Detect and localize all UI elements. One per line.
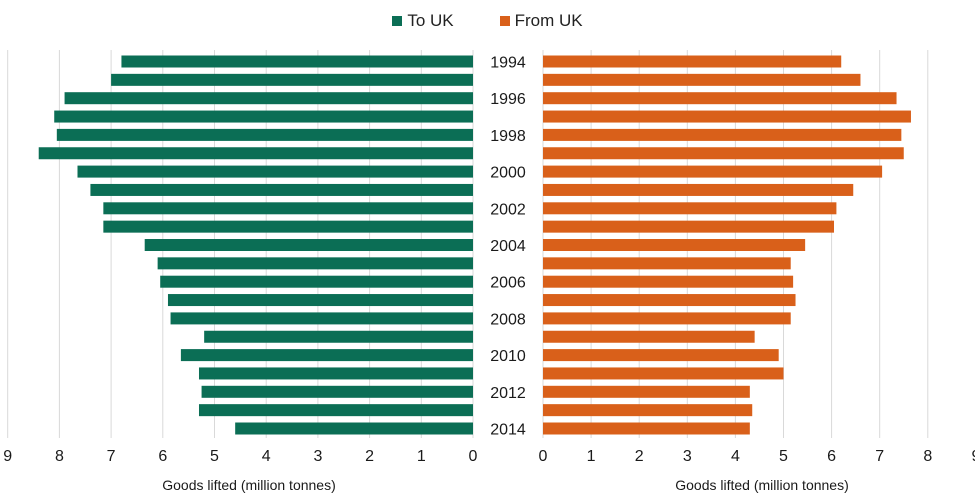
right-x-tick-label: 9 xyxy=(971,448,975,465)
left-x-axis-title: Goods lifted (million tonnes) xyxy=(162,477,336,493)
to-uk-bar xyxy=(157,257,473,270)
year-tick-label: 1996 xyxy=(490,91,526,108)
to-uk-bar xyxy=(170,312,473,325)
to-uk-bar xyxy=(38,147,473,160)
to-uk-bar xyxy=(198,404,474,417)
to-uk-bar xyxy=(121,55,473,68)
year-tick-label: 1994 xyxy=(490,55,526,72)
to-uk-bar xyxy=(64,92,473,105)
left-x-tick-label: 5 xyxy=(210,448,219,465)
to-uk-bar xyxy=(103,220,473,233)
to-uk-bar xyxy=(90,183,474,196)
right-x-tick-label: 8 xyxy=(923,448,932,465)
from-uk-bar xyxy=(543,110,911,123)
year-tick-label: 2002 xyxy=(490,201,526,218)
right-x-tick-label: 4 xyxy=(731,448,740,465)
to-uk-bar xyxy=(235,422,473,435)
from-uk-bar xyxy=(543,165,883,178)
from-uk-bar xyxy=(543,220,835,233)
right-x-tick-label: 1 xyxy=(587,448,596,465)
to-uk-bar xyxy=(77,165,474,178)
to-uk-bar xyxy=(198,367,474,380)
to-uk-bar xyxy=(180,349,473,362)
legend-swatch-from-uk xyxy=(499,16,510,26)
right-x-tick-label: 5 xyxy=(779,448,788,465)
left-x-tick-label: 8 xyxy=(55,448,64,465)
year-tick-label: 2008 xyxy=(490,311,526,328)
left-x-tick-label: 7 xyxy=(107,448,116,465)
from-uk-bar xyxy=(543,147,904,160)
year-tick-label: 2010 xyxy=(490,348,526,365)
to-uk-bar xyxy=(201,385,473,398)
legend-item-from-uk: From UK xyxy=(499,10,583,32)
from-uk-bar xyxy=(543,294,796,307)
from-uk-bar xyxy=(543,367,784,380)
to-uk-bar xyxy=(167,294,473,307)
from-uk-bar xyxy=(543,275,794,288)
to-uk-bar xyxy=(204,330,473,343)
to-uk-bar xyxy=(103,202,473,215)
from-uk-bar xyxy=(543,349,779,362)
from-uk-bar xyxy=(543,239,806,251)
from-uk-bar xyxy=(543,202,837,215)
year-tick-label: 2000 xyxy=(490,165,526,182)
left-x-tick-label: 4 xyxy=(262,448,271,465)
year-tick-label: 2012 xyxy=(490,385,526,402)
left-x-tick-label: 0 xyxy=(469,448,478,465)
year-tick-label: 2014 xyxy=(490,422,526,439)
right-x-axis-title: Goods lifted (million tonnes) xyxy=(675,477,849,493)
legend-label-from-uk: From UK xyxy=(514,11,583,30)
left-x-tick-label: 9 xyxy=(3,448,12,465)
from-uk-bar xyxy=(543,330,755,343)
right-x-tick-label: 7 xyxy=(875,448,884,465)
from-uk-bar xyxy=(543,404,753,417)
from-uk-bar xyxy=(543,128,902,141)
left-x-tick-label: 3 xyxy=(313,448,322,465)
right-x-tick-label: 2 xyxy=(635,448,644,465)
year-tick-label: 1998 xyxy=(490,128,526,145)
legend-item-to-uk: To UK xyxy=(392,10,454,32)
left-x-tick-label: 2 xyxy=(365,448,374,465)
from-uk-bar xyxy=(543,312,791,325)
left-x-tick-label: 6 xyxy=(158,448,167,465)
legend-swatch-to-uk xyxy=(392,16,403,26)
right-x-tick-label: 6 xyxy=(827,448,836,465)
from-uk-bar xyxy=(543,422,750,435)
to-uk-bar xyxy=(144,239,473,251)
to-uk-bar xyxy=(56,128,473,141)
from-uk-bar xyxy=(543,73,861,86)
year-tick-label: 2004 xyxy=(490,238,526,255)
from-uk-bar xyxy=(543,92,897,105)
to-uk-bar xyxy=(54,110,473,123)
to-uk-bar xyxy=(160,275,473,288)
left-x-tick-label: 1 xyxy=(417,448,426,465)
right-x-tick-label: 3 xyxy=(683,448,692,465)
from-uk-bar xyxy=(543,183,854,196)
year-tick-label: 2006 xyxy=(490,275,526,292)
legend-label-to-uk: To UK xyxy=(407,11,454,30)
to-uk-bar xyxy=(111,73,473,86)
from-uk-bar xyxy=(543,257,791,270)
legend: To UK From UK xyxy=(0,10,975,32)
from-uk-bar xyxy=(543,55,842,68)
right-x-tick-label: 0 xyxy=(539,448,548,465)
from-uk-bar xyxy=(543,385,750,398)
